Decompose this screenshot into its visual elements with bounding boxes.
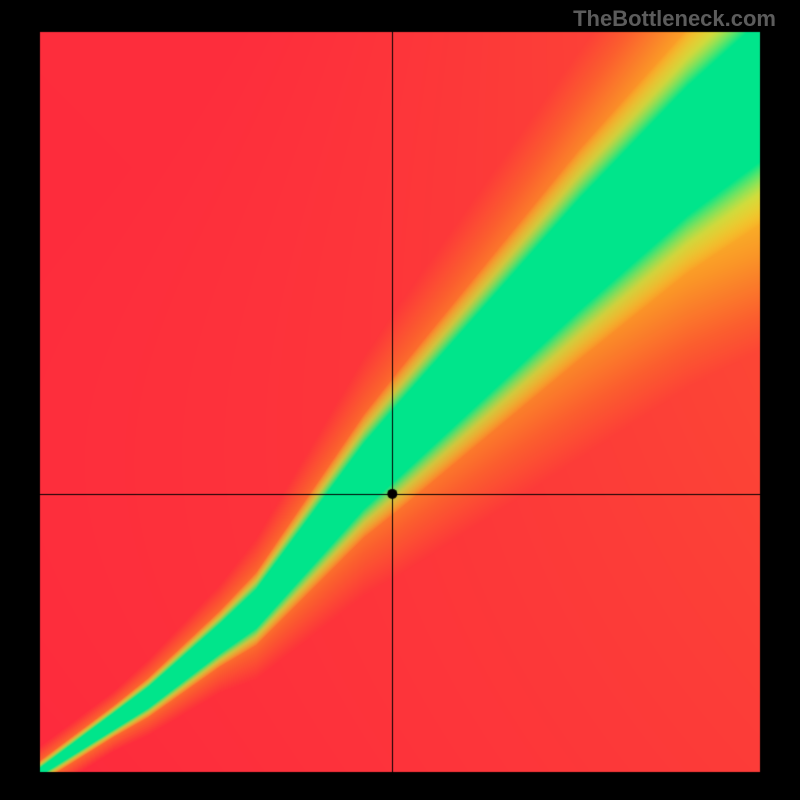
attribution-text: TheBottleneck.com [573,6,776,32]
bottleneck-heatmap [0,0,800,800]
